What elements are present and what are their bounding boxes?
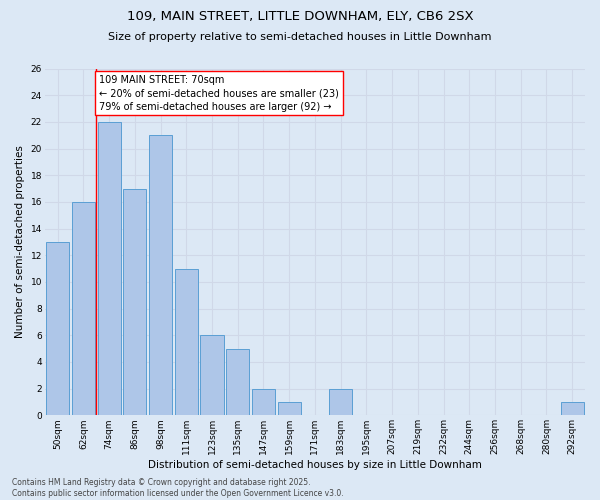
Bar [149,135,172,416]
Bar [200,336,224,415]
Text: Contains HM Land Registry data © Crown copyright and database right 2025.
Contai: Contains HM Land Registry data © Crown c… [12,478,344,498]
Bar [252,388,275,415]
Bar [123,188,146,416]
X-axis label: Distribution of semi-detached houses by size in Little Downham: Distribution of semi-detached houses by … [148,460,482,470]
Y-axis label: Number of semi-detached properties: Number of semi-detached properties [15,146,25,338]
Bar [329,388,352,415]
Text: Size of property relative to semi-detached houses in Little Downham: Size of property relative to semi-detach… [108,32,492,42]
Bar [278,402,301,415]
Bar [46,242,69,416]
Bar [226,348,250,416]
Text: 109 MAIN STREET: 70sqm
← 20% of semi-detached houses are smaller (23)
79% of sem: 109 MAIN STREET: 70sqm ← 20% of semi-det… [99,75,339,112]
Bar [175,268,198,416]
Bar [98,122,121,416]
Text: 109, MAIN STREET, LITTLE DOWNHAM, ELY, CB6 2SX: 109, MAIN STREET, LITTLE DOWNHAM, ELY, C… [127,10,473,23]
Bar [560,402,584,415]
Bar [72,202,95,416]
